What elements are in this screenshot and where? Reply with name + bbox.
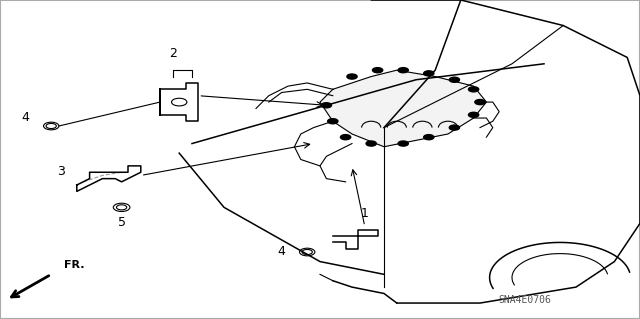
Circle shape [398,68,408,73]
Text: SNA4E0706: SNA4E0706 [499,295,551,305]
Polygon shape [320,70,486,147]
Circle shape [468,87,479,92]
Text: 4: 4 [278,245,285,258]
Text: 2: 2 [169,48,177,60]
Circle shape [424,71,434,76]
Circle shape [398,141,408,146]
Circle shape [366,141,376,146]
Circle shape [340,135,351,140]
Circle shape [321,103,332,108]
Circle shape [424,135,434,140]
Text: FR.: FR. [64,260,84,270]
Text: 5: 5 [118,217,125,229]
Circle shape [468,112,479,117]
Circle shape [347,74,357,79]
Circle shape [328,119,338,124]
Circle shape [372,68,383,73]
Text: 4: 4 [22,111,29,124]
Text: 3: 3 [57,166,65,178]
Circle shape [475,100,485,105]
Text: 1: 1 [361,207,369,220]
Circle shape [449,77,460,82]
Circle shape [449,125,460,130]
